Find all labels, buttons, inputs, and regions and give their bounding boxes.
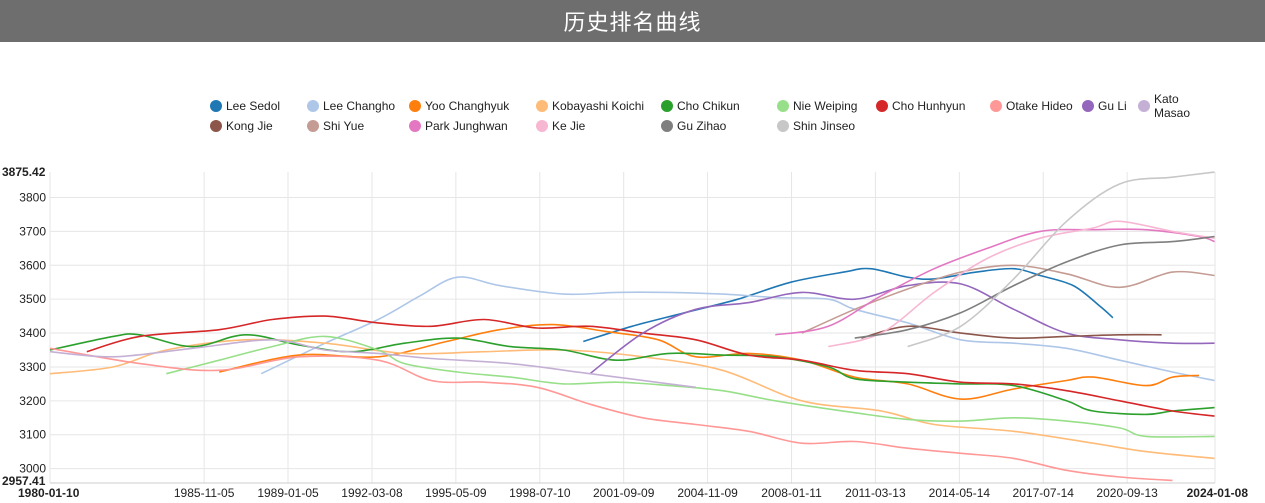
legend-item-kong-jie[interactable]: Kong Jie — [210, 119, 307, 133]
series-line-lee-sedol — [583, 267, 1114, 343]
legend-item-cho-hunhyun[interactable]: Cho Hunhyun — [876, 99, 990, 113]
series-line-lee-changho — [260, 276, 1215, 382]
legend-swatch — [536, 100, 548, 112]
x-tick-label: 1989-01-05 — [257, 486, 319, 500]
legend-item-lee-changho[interactable]: Lee Changho — [307, 99, 409, 113]
series-line-cho-hunhyun — [86, 315, 1215, 417]
series-line-yoo-changhyuk — [219, 323, 1200, 400]
series-line-ke-jie — [828, 220, 1215, 348]
legend-item-otake-hideo[interactable]: Otake Hideo — [990, 99, 1082, 113]
series-line-otake-hideo — [49, 347, 1173, 482]
legend-row: Kong Jie Shi Yue Park Junghwan Ke Jie Gu Zih… — [210, 116, 1230, 136]
x-tick-label: 1992-03-08 — [341, 486, 403, 500]
y-tick-label: 3400 — [19, 326, 46, 340]
legend-row: Lee Sedol Lee Changho Yoo Changhyuk Kobayas… — [210, 92, 1230, 120]
x-tick-label: 2024-01-08 — [1187, 486, 1249, 500]
legend-label: Ke Jie — [552, 119, 586, 133]
legend-label: Kato Masao — [1154, 92, 1191, 120]
legend-item-shi-yue[interactable]: Shi Yue — [307, 119, 409, 133]
legend-label: Cho Hunhyun — [892, 99, 966, 113]
y-tick-label: 3600 — [19, 258, 46, 272]
y-tick-label: 3800 — [19, 191, 46, 205]
legend-item-yoo-changhyuk[interactable]: Yoo Changhyuk — [409, 99, 536, 113]
legend-swatch — [409, 100, 421, 112]
y-tick-label: 3200 — [19, 394, 46, 408]
legend-label: Cho Chikun — [677, 99, 740, 113]
legend-swatch — [777, 100, 789, 112]
legend-item-park-junghwan[interactable]: Park Junghwan — [409, 119, 536, 133]
legend-swatch — [409, 120, 421, 132]
series-line-kong-jie — [861, 325, 1162, 340]
legend-label: Lee Sedol — [226, 99, 281, 113]
legend-swatch — [1082, 100, 1094, 112]
x-tick-label: 2004-11-09 — [677, 486, 738, 500]
x-tick-label: 1980-01-10 — [18, 486, 80, 500]
legend-label: Shi Yue — [323, 119, 365, 133]
legend-item-gu-li[interactable]: Gu Li — [1082, 99, 1138, 113]
legend-item-ke-jie[interactable]: Ke Jie — [536, 119, 661, 133]
legend-swatch — [990, 100, 1002, 112]
legend-label: Kobayashi Koichi — [552, 99, 645, 113]
legend-swatch — [1138, 100, 1150, 112]
y-tick-label: 3000 — [19, 462, 46, 476]
y-tick-label: 3500 — [19, 292, 46, 306]
series-line-gu-li — [589, 281, 1215, 375]
legend-swatch — [661, 120, 673, 132]
legend-label: Shin Jinseo — [793, 119, 856, 133]
legend-swatch — [307, 120, 319, 132]
legend-item-lee-sedol[interactable]: Lee Sedol — [210, 99, 307, 113]
x-tick-label: 2020-09-13 — [1096, 486, 1158, 500]
legend-label: Lee Changho — [323, 99, 396, 113]
series-line-nie-weiping — [166, 335, 1215, 438]
legend-label: Otake Hideo — [1006, 99, 1073, 113]
legend-label: Gu Li — [1098, 99, 1127, 113]
legend-item-kato-masao[interactable]: Kato Masao — [1138, 92, 1218, 120]
legend-item-kobayashi-koichi[interactable]: Kobayashi Koichi — [536, 99, 661, 113]
y-min-label: 2957.41 — [2, 474, 46, 488]
legend-label: Nie Weiping — [793, 99, 858, 113]
y-tick-label: 3100 — [19, 428, 46, 442]
x-tick-label: 2008-01-11 — [761, 486, 822, 500]
y-tick-label: 3300 — [19, 360, 46, 374]
y-tick-label: 3700 — [19, 224, 46, 238]
x-tick-label: 2017-07-14 — [1013, 486, 1075, 500]
x-tick-label: 1995-05-09 — [425, 486, 487, 500]
legend-item-shin-jinseo[interactable]: Shin Jinseo — [777, 119, 876, 133]
legend-swatch — [536, 120, 548, 132]
legend-swatch — [210, 100, 222, 112]
legend-swatch — [307, 100, 319, 112]
legend: Lee Sedol Lee Changho Yoo Changhyuk Kobayas… — [210, 92, 1230, 136]
legend-label: Yoo Changhyuk — [425, 99, 510, 113]
series-line-kato-masao — [49, 338, 697, 389]
x-tick-label: 2011-03-13 — [845, 486, 906, 500]
series-line-shin-jinseo — [907, 171, 1215, 348]
x-tick-label: 2001-09-09 — [593, 486, 655, 500]
y-max-label: 3875.42 — [2, 165, 46, 179]
chart-title: 历史排名曲线 — [563, 11, 702, 36]
legend-swatch — [210, 120, 222, 132]
legend-swatch — [661, 100, 673, 112]
chart-title-bar: 历史排名曲线 — [0, 0, 1265, 42]
series-line-kobayashi-koichi — [49, 338, 1215, 460]
legend-item-nie-weiping[interactable]: Nie Weiping — [777, 99, 876, 113]
legend-label: Kong Jie — [226, 119, 273, 133]
x-tick-label: 1985-11-05 — [174, 486, 235, 500]
legend-swatch — [876, 100, 888, 112]
series-line-cho-chikun — [49, 333, 1215, 416]
legend-swatch — [777, 120, 789, 132]
series-line-gu-zihao — [854, 235, 1215, 339]
x-tick-label: 2014-05-14 — [929, 486, 991, 500]
legend-label: Gu Zihao — [677, 119, 727, 133]
legend-item-cho-chikun[interactable]: Cho Chikun — [661, 99, 777, 113]
legend-item-gu-zihao[interactable]: Gu Zihao — [661, 119, 777, 133]
legend-label: Park Junghwan — [425, 119, 508, 133]
x-tick-label: 1998-07-10 — [509, 486, 571, 500]
series-line-park-junghwan — [775, 228, 1215, 336]
